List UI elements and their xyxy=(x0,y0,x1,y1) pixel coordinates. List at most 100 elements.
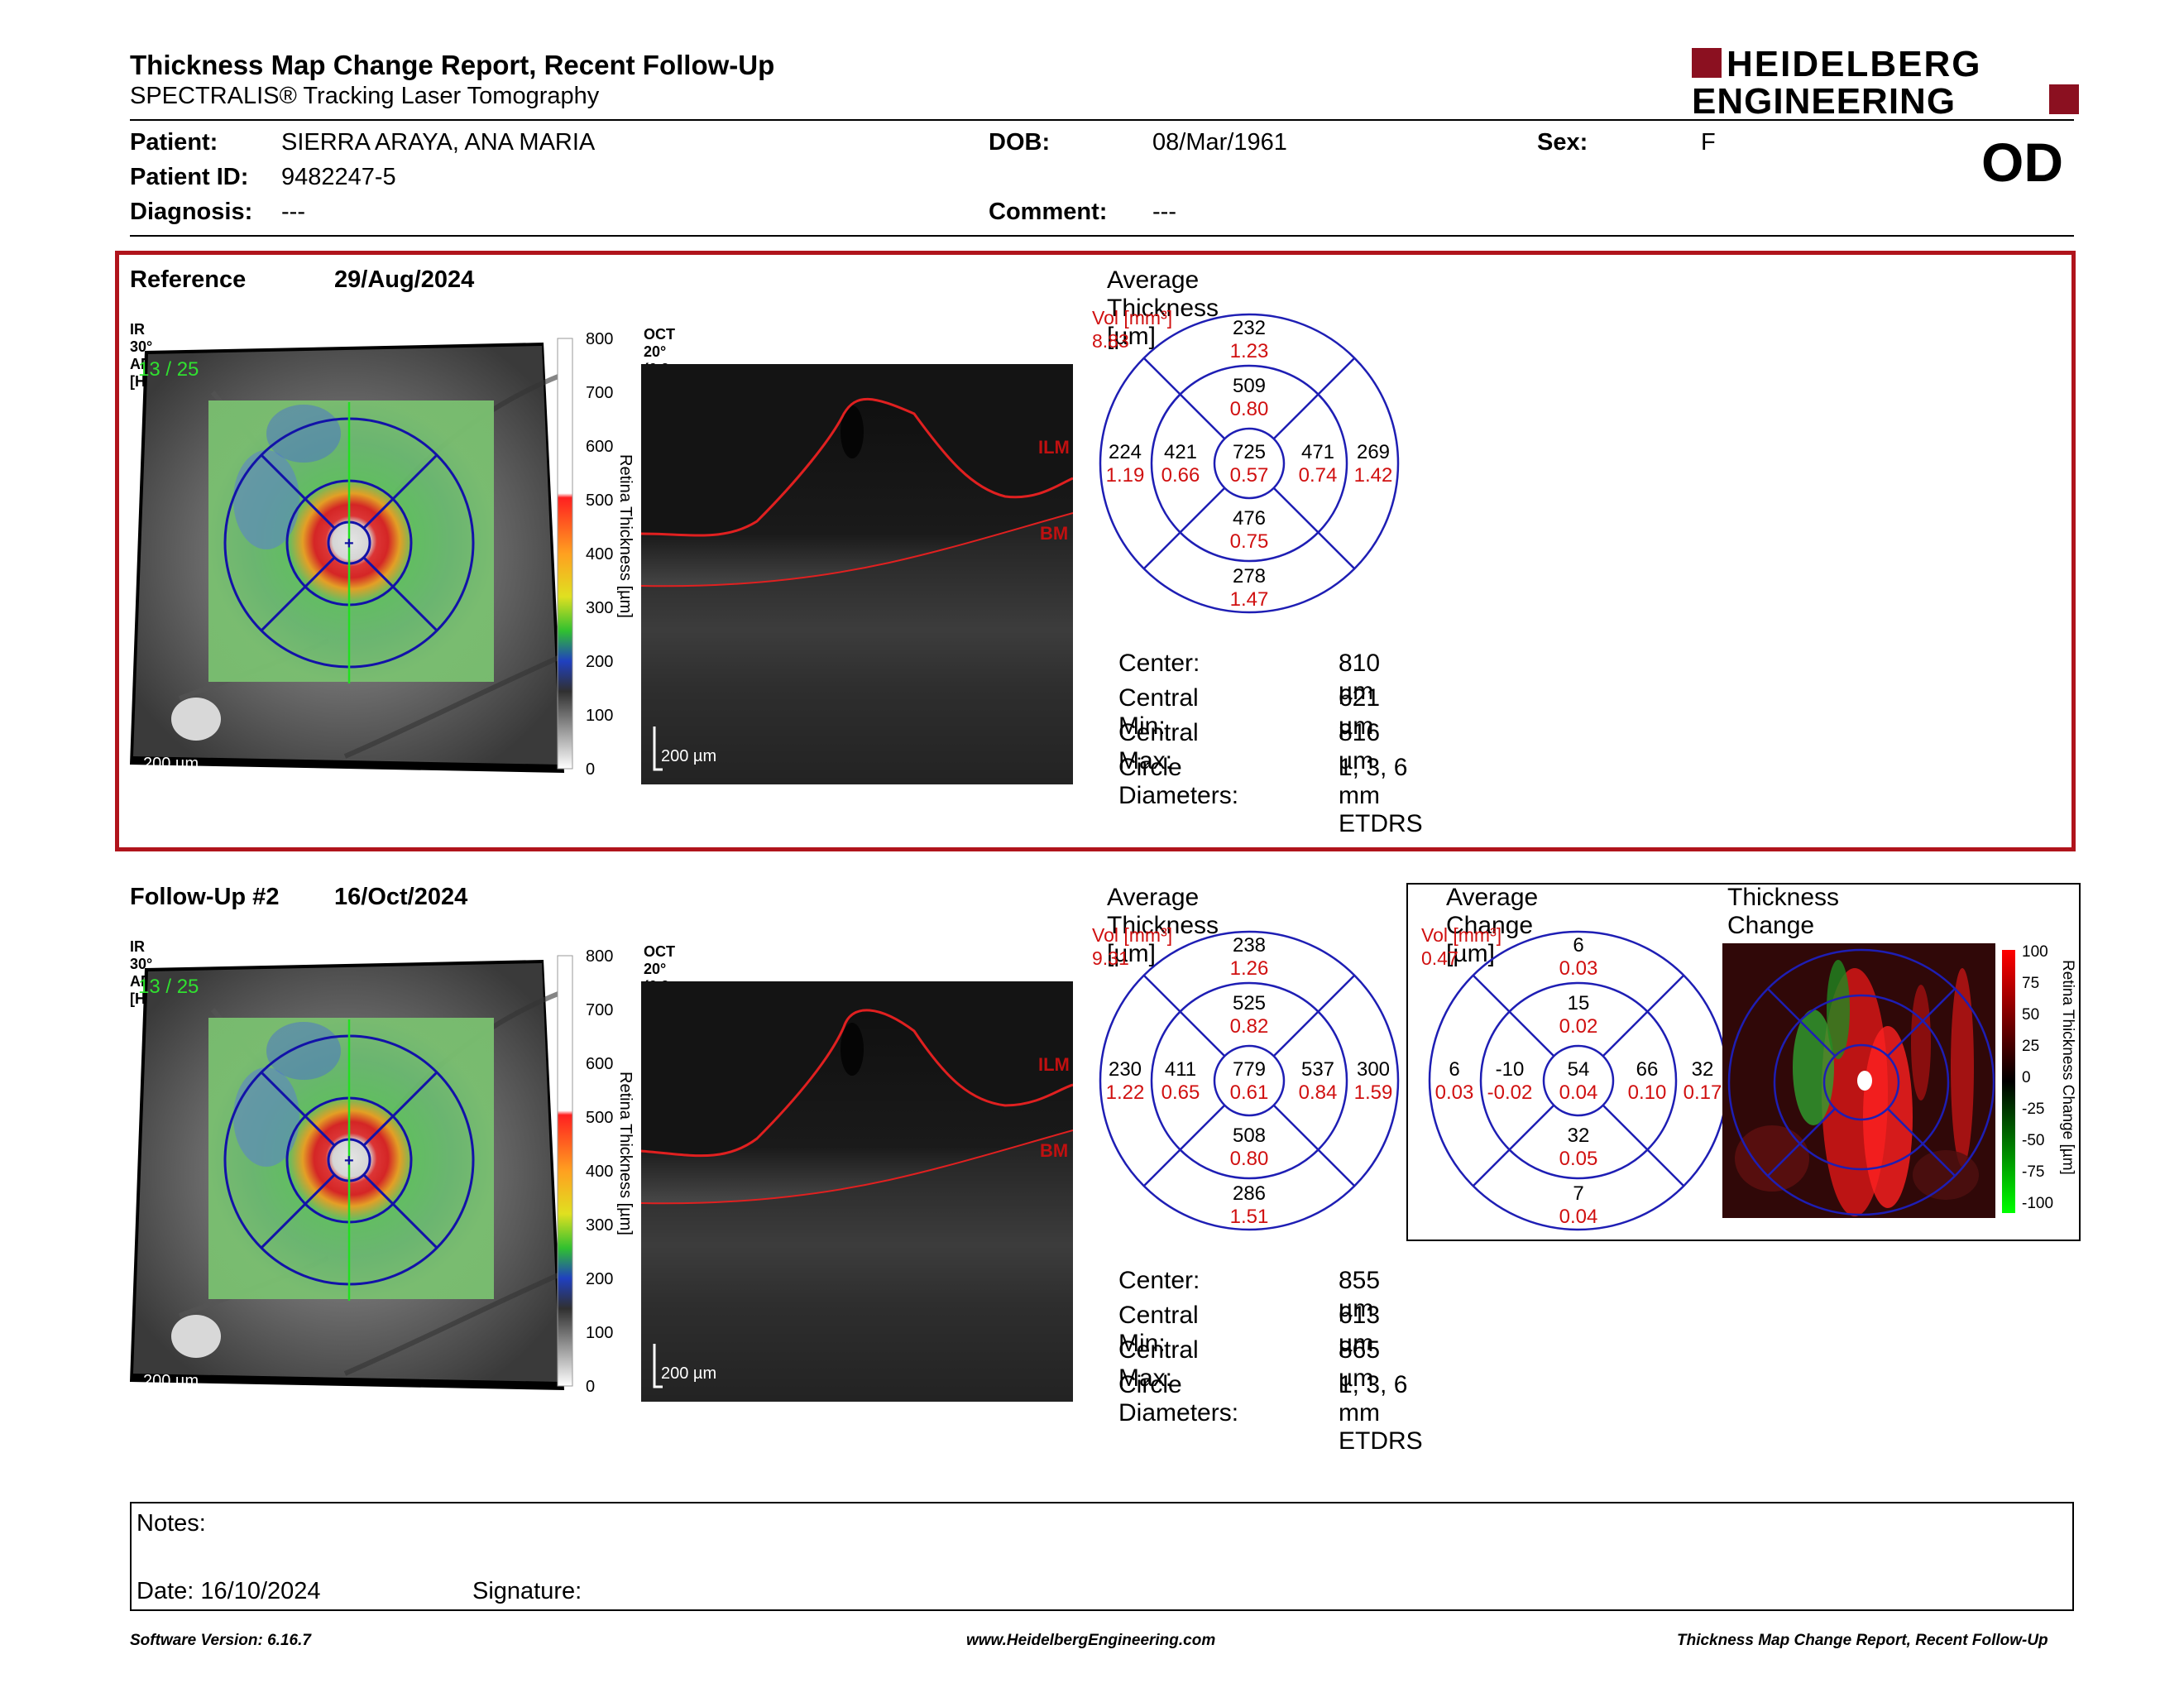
etdrs-inner_nasal-thickness: 471 xyxy=(1301,441,1334,463)
thickness-tick: 600 xyxy=(586,438,613,456)
etdrs-center-volume: 0.04 xyxy=(1559,1081,1598,1104)
etdrs-inner_sup-thickness: 525 xyxy=(1233,992,1266,1014)
vol-total: 0.47 xyxy=(1421,947,1458,969)
oct-bscan-image: ILM BM 200 µm xyxy=(641,364,1073,784)
ir-scan-counter: 13 / 25 xyxy=(138,976,199,998)
etdrs-outer_nasal-thickness: 300 xyxy=(1357,1058,1390,1081)
etdrs-outer_temp-volume: 1.19 xyxy=(1106,464,1145,487)
thickness-change-map xyxy=(1722,943,1995,1218)
etdrs-inner_temp-volume: -0.02 xyxy=(1487,1081,1533,1104)
date-label: Date: 16/10/2024 xyxy=(136,1578,321,1604)
etdrs-inner_nasal-thickness: 537 xyxy=(1301,1058,1334,1081)
average-thickness-title: Average Thickness [µm] xyxy=(1107,884,1219,967)
etdrs-outer_inf-thickness: 278 xyxy=(1233,565,1266,587)
etdrs-outer_sup-thickness: 238 xyxy=(1233,934,1266,957)
change-tick: -100 xyxy=(2022,1195,2053,1212)
change-tick: 50 xyxy=(2022,1006,2039,1024)
thickness-tick: 700 xyxy=(586,384,613,402)
comment-label: Comment: xyxy=(989,199,1108,225)
change-panel xyxy=(1406,883,2081,1241)
stat-diam-label: Circle Diameters: xyxy=(1118,754,1239,809)
etdrs-outer_inf-volume: 1.47 xyxy=(1230,588,1269,611)
etdrs-grid: 238 1.26 525 0.82 230 1.22 411 0.65 779 0.61 537 0.… xyxy=(1084,920,1415,1243)
etdrs-outer_inf-thickness: 7 xyxy=(1573,1182,1583,1205)
vol-label: Vol [mm³] xyxy=(1092,307,1172,328)
notes-box[interactable]: Notes: Date: 16/10/2024 Signature: xyxy=(130,1502,2074,1611)
etdrs-inner_inf-volume: 0.75 xyxy=(1230,530,1269,553)
etdrs-center-volume: 0.61 xyxy=(1230,1081,1269,1104)
oct-bscan-image: ILM BM 200 µm xyxy=(641,981,1073,1402)
vol-total: 9.31 xyxy=(1092,947,1129,969)
report-subtitle: SPECTRALIS® Tracking Laser Tomography xyxy=(130,83,600,109)
thickness-color-scale: 800 700 600 500 400 300 200 100 0 Retina Thicknes… xyxy=(553,947,644,1398)
thickness-tick: 400 xyxy=(586,545,613,563)
sex-label: Sex: xyxy=(1537,129,1588,156)
change-scale-title: Retina Thickness Change [µm] xyxy=(2059,960,2076,1175)
report-title: Thickness Map Change Report, Recent Foll… xyxy=(130,50,775,80)
etdrs-inner_temp-volume: 0.66 xyxy=(1161,464,1200,487)
patient-id: 9482247-5 xyxy=(281,164,396,190)
oct-scale-bar: 200 µm xyxy=(661,1364,716,1383)
etdrs-outer_sup-volume: 0.03 xyxy=(1559,957,1598,980)
etdrs-outer_sup-thickness: 232 xyxy=(1233,317,1266,339)
bm-label: BM xyxy=(1040,523,1068,544)
etdrs-inner_nasal-volume: 0.74 xyxy=(1299,464,1338,487)
etdrs-inner_temp-thickness: 411 xyxy=(1165,1058,1196,1081)
logo-text-1: HEIDELBERG xyxy=(1727,44,1981,84)
thickness-color-scale: 800 700 600 500 400 300 200 100 0 Retina Thicknes… xyxy=(553,330,644,781)
thickness-scale-title: Retina Thickness [µm] xyxy=(616,454,635,618)
ir-scale-bar: 200 µm xyxy=(143,1372,199,1390)
stat-diam-value: 1, 3, 6 mm ETDRS xyxy=(1339,754,1423,837)
etdrs-outer_nasal-volume: 1.59 xyxy=(1354,1081,1393,1104)
thickness-scale-title: Retina Thickness [µm] xyxy=(616,1072,635,1235)
average-thickness-title: Average Thickness [µm] xyxy=(1107,266,1219,350)
average-change-title: Average Change [µm] xyxy=(1446,884,1539,967)
footer-software: Software Version: 6.16.7 xyxy=(130,1632,311,1649)
ilm-label: ILM xyxy=(1038,437,1070,458)
patient-name: SIERRA ARAYA, ANA MARIA xyxy=(281,129,596,156)
stat-center-value: 810 µm xyxy=(1339,650,1381,705)
comment-value: --- xyxy=(1152,199,1176,225)
etdrs-outer_temp-thickness: 6 xyxy=(1449,1058,1459,1081)
etdrs-outer_inf-volume: 0.04 xyxy=(1559,1206,1598,1228)
thickness-tick: 700 xyxy=(586,1001,613,1019)
vol-total: 8.83 xyxy=(1092,330,1129,352)
stat-max-value: 816 µm xyxy=(1339,719,1381,774)
etdrs-inner_temp-volume: 0.65 xyxy=(1161,1081,1200,1104)
diagnosis-value: --- xyxy=(281,199,305,225)
etdrs-inner_nasal-volume: 0.84 xyxy=(1299,1081,1338,1104)
etdrs-outer_temp-thickness: 230 xyxy=(1109,1058,1142,1081)
etdrs-outer_nasal-volume: 0.17 xyxy=(1684,1081,1722,1104)
reference-frame xyxy=(115,251,2076,851)
etdrs-inner_nasal-thickness: 66 xyxy=(1636,1058,1659,1081)
header-divider xyxy=(130,119,2074,121)
etdrs-outer_sup-volume: 1.23 xyxy=(1230,340,1269,362)
thickness-tick: 100 xyxy=(586,707,613,725)
svg-text:+: + xyxy=(344,535,354,553)
thickness-tick: 300 xyxy=(586,599,613,617)
etdrs-center-thickness: 779 xyxy=(1233,1058,1266,1081)
patient-label: Patient: xyxy=(130,129,218,156)
stat-min-value: 621 µm xyxy=(1339,684,1381,740)
stat-max-value: 865 µm xyxy=(1339,1336,1381,1392)
bm-label: BM xyxy=(1040,1140,1068,1161)
etdrs-inner_temp-thickness: -10 xyxy=(1496,1058,1525,1081)
etdrs-change-grid-drawing: 60.03150.0260.03-10-0.02540.04660.10320.… xyxy=(1421,924,1729,1231)
thickness-tick: 0 xyxy=(586,760,595,779)
patient-id-label: Patient ID: xyxy=(130,164,249,190)
followup-date: 16/Oct/2024 xyxy=(334,884,468,910)
etdrs-thickness-grid: 2321.235090.802241.194210.667250.574710.… xyxy=(1092,307,1400,614)
etdrs-inner_sup-thickness: 15 xyxy=(1568,992,1590,1014)
etdrs-inner_sup-volume: 0.02 xyxy=(1559,1015,1598,1038)
ir-fundus-image: +13 / 25 200 µm xyxy=(130,343,564,781)
thickness-tick: 500 xyxy=(586,492,613,510)
oct-scale-bar: 200 µm xyxy=(661,747,716,765)
stat-center-value: 855 µm xyxy=(1339,1267,1381,1322)
svg-text:+: + xyxy=(344,1152,354,1170)
change-tick: 75 xyxy=(2022,975,2039,992)
ir-scale-bar: 200 µm xyxy=(143,755,199,773)
stat-min-value: 613 µm xyxy=(1339,1302,1381,1357)
logo-text-2: ENGINEERING xyxy=(1692,81,1956,117)
etdrs-inner_inf-thickness: 508 xyxy=(1233,1125,1266,1147)
footer-website[interactable]: www.HeidelbergEngineering.com xyxy=(966,1632,1216,1649)
